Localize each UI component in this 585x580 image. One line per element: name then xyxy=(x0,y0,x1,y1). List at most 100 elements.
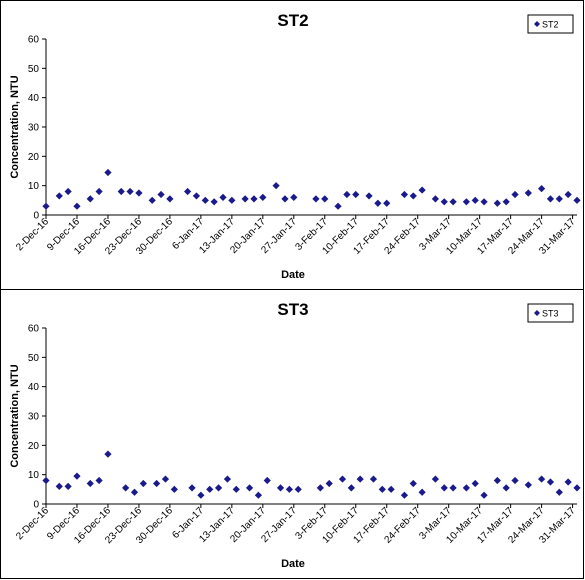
data-point xyxy=(126,187,134,196)
data-point xyxy=(272,182,280,190)
data-point xyxy=(223,475,232,483)
data-point xyxy=(86,195,94,203)
chart-title: ST2 xyxy=(277,11,308,30)
data-point xyxy=(471,479,479,488)
data-point xyxy=(555,195,563,203)
data-point xyxy=(343,190,351,199)
data-point xyxy=(122,484,130,492)
data-point xyxy=(245,484,254,492)
data-point xyxy=(449,484,457,492)
data-point xyxy=(573,196,581,204)
data-point xyxy=(418,186,426,194)
data-point xyxy=(254,491,262,499)
legend-box xyxy=(527,14,574,34)
legend-label: ST2 xyxy=(542,20,559,30)
data-point xyxy=(130,488,139,496)
data-point xyxy=(365,192,373,200)
data-point xyxy=(440,198,448,206)
data-point xyxy=(170,485,178,493)
data-point xyxy=(276,484,285,492)
data-point xyxy=(294,485,302,493)
data-point xyxy=(462,484,470,492)
legend: ST2 xyxy=(527,14,574,34)
data-point xyxy=(157,190,165,199)
data-point xyxy=(409,192,417,200)
data-point xyxy=(188,484,196,492)
data-point xyxy=(228,196,236,204)
data-point xyxy=(139,479,147,488)
data-point xyxy=(502,484,510,492)
data-point xyxy=(378,485,386,493)
data-point xyxy=(55,192,63,200)
y-tick-label: 20 xyxy=(28,441,40,452)
data-point xyxy=(573,484,581,492)
data-point xyxy=(321,195,329,203)
y-tick-label: 10 xyxy=(28,181,40,192)
data-point xyxy=(538,475,546,483)
data-point xyxy=(546,478,555,486)
data-point xyxy=(524,481,532,489)
data-point xyxy=(241,195,249,203)
data-point xyxy=(462,198,470,206)
data-point xyxy=(312,195,320,203)
legend: ST3 xyxy=(527,303,574,323)
y-tick-label: 60 xyxy=(28,35,40,46)
data-point xyxy=(493,476,501,485)
data-point xyxy=(259,193,267,201)
x-axis-title: Date xyxy=(281,558,305,570)
data-point xyxy=(369,475,378,483)
data-point xyxy=(161,475,170,483)
y-tick-label: 0 xyxy=(33,211,39,222)
data-point xyxy=(471,196,479,204)
y-tick-label: 20 xyxy=(28,152,40,163)
data-point xyxy=(524,189,532,197)
legend-marker xyxy=(534,21,540,27)
chart-title: ST3 xyxy=(277,300,308,319)
data-point xyxy=(219,193,227,201)
data-point xyxy=(214,484,223,492)
data-point xyxy=(511,190,519,199)
data-point xyxy=(95,476,103,485)
data-point xyxy=(431,195,439,203)
data-point xyxy=(263,476,271,485)
legend-marker xyxy=(534,310,540,316)
data-point xyxy=(135,189,143,197)
data-point xyxy=(104,168,112,177)
data-point xyxy=(184,187,192,196)
data-point xyxy=(316,484,324,492)
x-tick-label: 2-Dec-16 xyxy=(14,216,51,253)
data-point xyxy=(480,198,488,206)
y-axis-title: Concentration, NTU xyxy=(9,364,21,467)
data-point xyxy=(250,195,258,203)
y-tick-label: 10 xyxy=(28,470,40,481)
data-point xyxy=(281,195,289,203)
data-point xyxy=(502,198,510,206)
data-point xyxy=(418,488,426,496)
data-point xyxy=(73,202,81,210)
data-point xyxy=(325,479,333,488)
data-point xyxy=(555,488,563,496)
data-point xyxy=(148,196,156,204)
data-point xyxy=(338,475,347,483)
data-point xyxy=(564,478,572,486)
data-point xyxy=(192,192,201,200)
legend-label: ST3 xyxy=(542,309,559,319)
data-point xyxy=(206,485,214,493)
data-point xyxy=(480,491,488,499)
data-point xyxy=(73,472,81,480)
data-point xyxy=(42,476,50,485)
x-axis-title: Date xyxy=(281,269,305,281)
data-point xyxy=(400,190,409,199)
chart-panel-st3: ST3 0 10 20 30 40 50 60 2-Dec-16 9-Dec-16 16-Dec-1… xyxy=(0,289,584,579)
y-tick-label: 50 xyxy=(28,64,40,75)
y-tick-label: 0 xyxy=(33,500,39,511)
data-point xyxy=(95,187,103,196)
data-point xyxy=(431,475,439,483)
data-point xyxy=(387,485,395,493)
data-point xyxy=(166,195,174,203)
data-point xyxy=(86,479,94,488)
data-point xyxy=(201,196,209,204)
data-point xyxy=(232,485,240,493)
data-point xyxy=(374,199,382,207)
data-point xyxy=(117,187,125,196)
